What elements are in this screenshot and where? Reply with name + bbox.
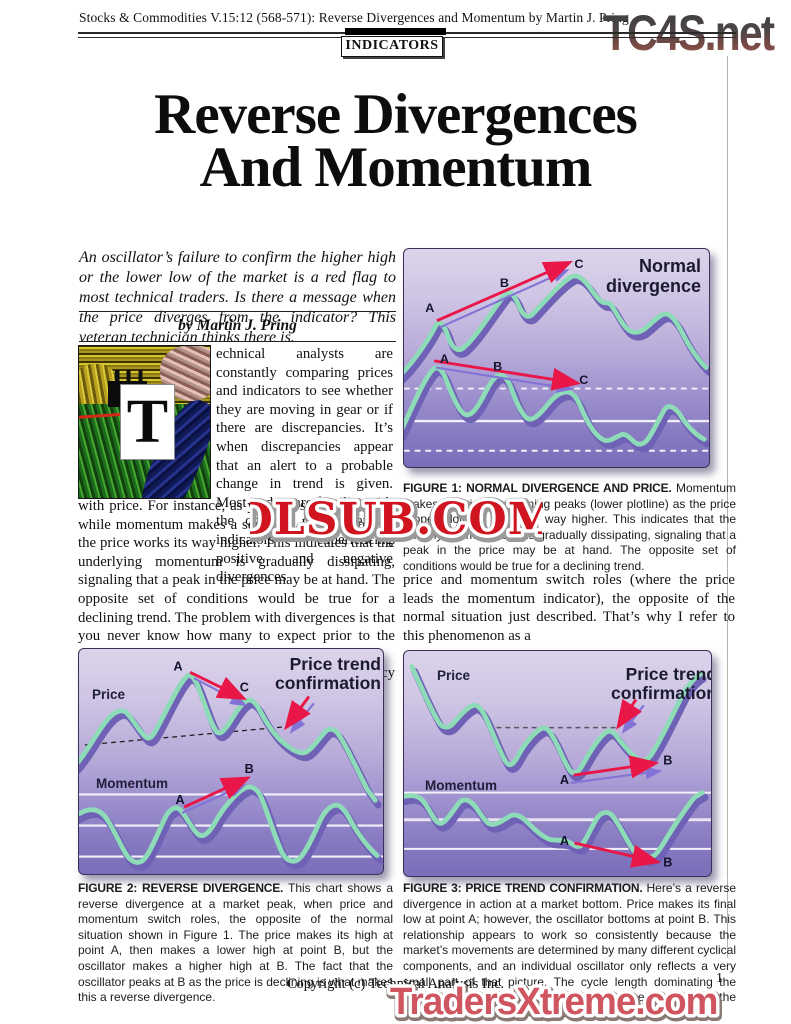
fig1-momentum-point-a: A [440,352,449,366]
price-reverse-red-arrow [189,670,247,701]
price-reverse-red-arrow [573,755,660,779]
figure-3-caption-body: Here’s a reverse divergence in action at… [403,881,736,1020]
body-paragraph-2-text: with price. For instance, as you can see… [78,498,395,663]
fig3-annotation: Price trend confirmation [611,664,712,704]
section-label: INDICATORS [341,36,443,57]
confirmation-red-arrow [616,698,642,730]
momentum-reverse-red-arrow [574,841,662,868]
confirmation-violet-arrow [621,704,645,734]
byline: by Martin J. Pring [79,311,396,342]
fig1-price-point-a: A [425,301,434,315]
body-paragraph-4: price and momentum switch roles (where t… [403,571,735,645]
price-divergence-red-arrow [436,261,573,323]
fig2-price-label: Price [92,687,126,702]
fig2-momentum-point-a: A [175,793,184,807]
fig3-momentum-label: Momentum [425,778,497,793]
figure-2-caption-body: This chart shows a reverse divergence at… [78,881,393,1005]
momentum-divergence-red-arrow [433,359,582,391]
figure-1-caption: FIGURE 1: NORMAL DIVERGENCE AND PRICE. Mo… [403,481,736,575]
footer-copyright: Copyright (c) Technical Analysis Inc. [286,976,505,992]
fig3-price-point-b: B [663,753,672,767]
fig1-price-point-c: C [574,257,583,271]
figure-3-caption: FIGURE 3: PRICE TREND CONFIRMATION. Here’… [403,881,736,1021]
fig3-momentum-point-a: A [560,834,569,848]
fig1-momentum-point-c: C [579,373,588,387]
figure-2-caption-title: FIGURE 2: REVERSE DIVERGENCE. [78,881,284,895]
fig2-momentum-label: Momentum [96,776,168,791]
body-paragraph-1-text: echnical analysts are constantly compari… [216,346,393,586]
figure-1-caption-title: FIGURE 1: NORMAL DIVERGENCE AND PRICE. [403,481,672,495]
fig3-momentum-point-b: B [663,855,672,869]
fig2-momentum-point-b: B [245,762,254,776]
fig3-price-label: Price [437,668,471,683]
momentum-curve-shadow [404,794,709,867]
figure-2-chart: A C A B Price Momentum Price trend confi… [78,648,384,875]
fig2-price-point-c: C [240,681,249,695]
figure-1-caption-body: Momentum makes a series of declining pea… [403,481,736,573]
momentum-curve [404,365,707,447]
momentum-curve-shadow [79,788,383,871]
figure-3-caption-title: FIGURE 3: PRICE TREND CONFIRMATION. [403,881,643,895]
confirmation-red-arrow [284,695,311,731]
page-number: 1 [716,971,723,986]
intro-paragraph: An oscillator’s failure to confirm the h… [79,249,396,346]
price-curve [404,273,709,375]
fig2-annotation: Price trend confirmation [275,654,381,694]
momentum-divergence-violet-arrow [435,366,574,393]
fig1-price-point-b: B [500,276,509,290]
figure-2-caption: FIGURE 2: REVERSE DIVERGENCE. This chart … [78,881,393,1006]
body-paragraph-1: echnical analysts are constantly compari… [216,345,393,587]
figure-1-chart: A B C A B C Normal divergence [403,248,710,468]
momentum-reverse-red-arrow [183,776,251,809]
price-curve [79,672,378,803]
dropcap-letter: T [126,388,169,457]
right-margin-rule [727,56,728,958]
article-title-line1: Reverse Divergences [154,83,638,146]
indicators-black-bar [345,28,446,35]
article-title: Reverse Divergences And Momentum [0,83,791,199]
fig2-price-point-a: A [174,659,183,673]
dropcap-box: T [119,384,176,461]
fig1-momentum-point-b: B [493,359,502,373]
fig1-annotation: Normal divergence [605,256,701,296]
figure-3-chart: A B A B Price Momentum Price trend confi… [403,650,712,877]
price-trendline-dashed [84,725,288,746]
momentum-curve [79,784,380,865]
body-paragraph-4-text: price and momentum switch roles (where t… [403,572,735,644]
header-citation: Stocks & Commodities V.15:12 (568-571): … [79,10,629,25]
dropcap-artwork: T [78,345,211,499]
fig3-price-point-a: A [560,773,569,787]
article-title-line2: And Momentum [199,136,593,199]
